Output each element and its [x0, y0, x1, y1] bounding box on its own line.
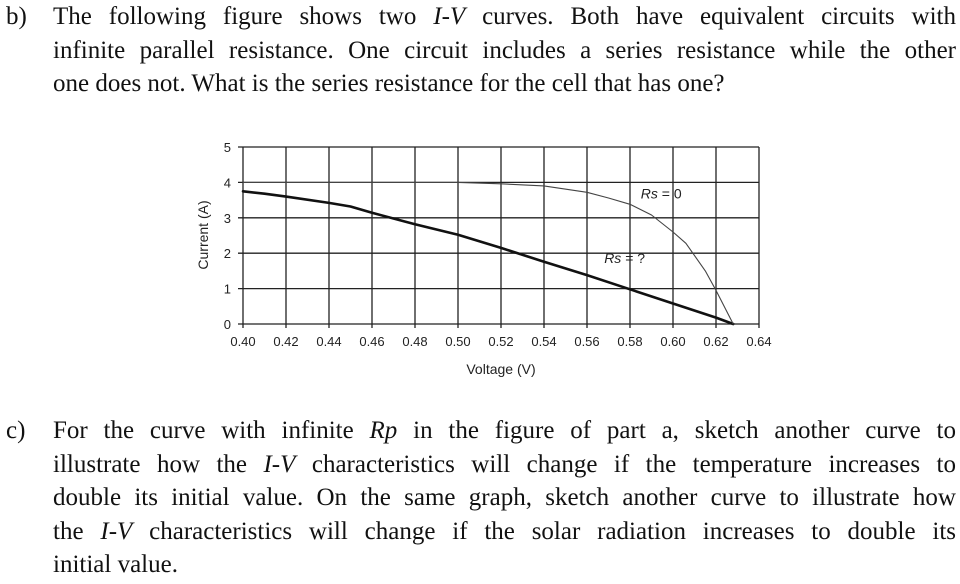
- curve-annotation: Rs = ?: [604, 250, 645, 266]
- y-tick-label: 5: [224, 140, 231, 155]
- part-c-text: For the curve with infinite Rp in the fi…: [53, 414, 956, 582]
- x-tick-label: 0.44: [316, 334, 341, 349]
- part-c-line: initial value.: [53, 551, 178, 578]
- curve-rs-zero: [242, 181, 734, 325]
- y-tick-label: 0: [224, 317, 231, 332]
- chart-grid: [238, 146, 760, 328]
- chart-annotations: Rs = 0 Rs = ?: [604, 185, 682, 266]
- x-tick-label: 0.46: [359, 334, 384, 349]
- chart-canvas: 0.40 0.42 0.44 0.46 0.48 0.50 0.52 0.54 0.56 0.58…: [195, 140, 772, 377]
- x-tick-label: 0.58: [617, 334, 642, 349]
- x-tick-label: 0.50: [445, 334, 470, 349]
- x-tick-label: 0.52: [488, 334, 513, 349]
- part-c-line: double its initial value. On the same gr…: [53, 484, 956, 511]
- part-b-label: b): [6, 3, 27, 30]
- x-tick-label: 0.60: [660, 334, 685, 349]
- y-tick-label: 2: [224, 246, 231, 261]
- y-tick-label: 4: [224, 175, 231, 190]
- curve-annotation: Rs = 0: [641, 185, 682, 201]
- x-tick-label: 0.54: [531, 334, 556, 349]
- y-axis-label: Current (A): [195, 200, 211, 269]
- part-b-line: one does not. What is the series resista…: [53, 70, 725, 97]
- x-tick-label: 0.62: [703, 334, 728, 349]
- chart-ticks: 0.40 0.42 0.44 0.46 0.48 0.50 0.52 0.54 0.56 0.58…: [224, 140, 772, 349]
- chart-series: [241, 181, 735, 326]
- x-tick-label: 0.64: [746, 334, 771, 349]
- part-c-line: For the curve with infinite Rp in the fi…: [53, 417, 956, 444]
- x-tick-label: 0.40: [230, 334, 255, 349]
- y-tick-label: 3: [224, 211, 231, 226]
- part-b-line: infinite parallel resistance. One circui…: [53, 36, 956, 64]
- x-axis-label: Voltage (V): [466, 361, 535, 377]
- part-c-line: illustrate how the I-V characteristics w…: [53, 450, 956, 478]
- part-c-label: c): [6, 417, 26, 444]
- x-tick-label: 0.56: [574, 334, 599, 349]
- question-part-c: c) For the curve with infinite Rp in the…: [6, 414, 956, 584]
- part-b-line: The following figure shows two I-V curve…: [53, 3, 956, 30]
- iv-curve-chart: 0.40 0.42 0.44 0.46 0.48 0.50 0.52 0.54 0.56 0.58…: [180, 130, 800, 390]
- x-tick-label: 0.42: [273, 334, 298, 349]
- question-part-b: b) The following figure shows two I-V cu…: [6, 0, 956, 110]
- part-c-line: the I-V characteristics will change if t…: [53, 517, 956, 545]
- x-tick-label: 0.48: [402, 334, 427, 349]
- curve-rs-unknown: [241, 189, 735, 326]
- part-b-text: The following figure shows two I-V curve…: [53, 0, 956, 101]
- y-tick-label: 1: [224, 282, 231, 297]
